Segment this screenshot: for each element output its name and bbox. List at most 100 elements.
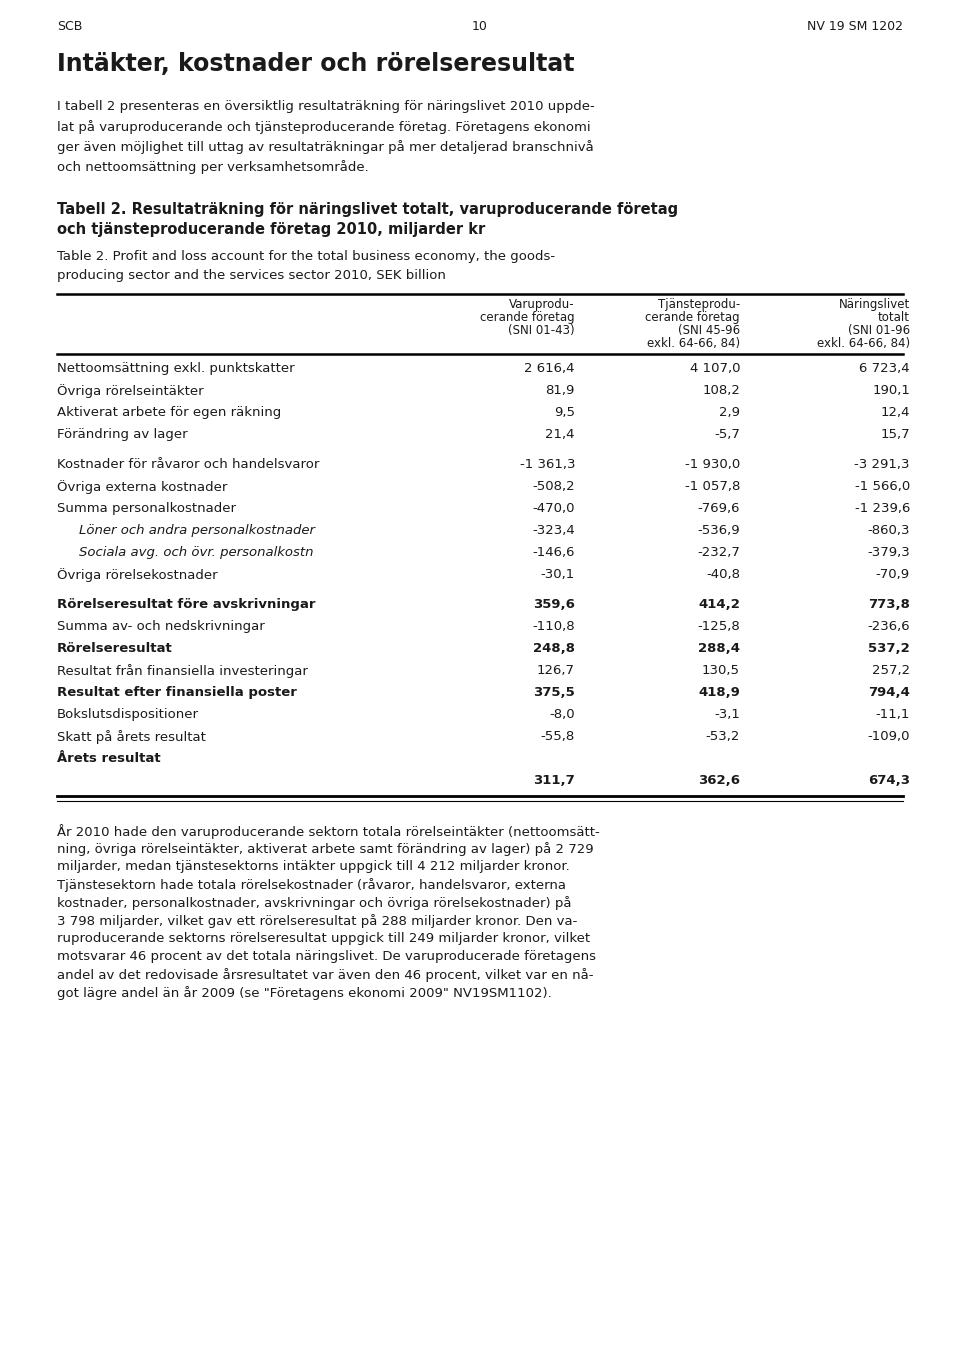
Text: motsvarar 46 procent av det totala näringslivet. De varuproducerade företagens: motsvarar 46 procent av det totala närin… xyxy=(57,951,596,963)
Text: 375,5: 375,5 xyxy=(533,686,575,699)
Text: Tjänstesektorn hade totala rörelsekostnader (råvaror, handelsvaror, externa: Tjänstesektorn hade totala rörelsekostna… xyxy=(57,879,566,892)
Text: och tjänsteproducerande företag 2010, miljarder kr: och tjänsteproducerande företag 2010, mi… xyxy=(57,221,485,238)
Text: 3 798 miljarder, vilket gav ett rörelseresultat på 288 miljarder kronor. Den va-: 3 798 miljarder, vilket gav ett rörelser… xyxy=(57,914,577,928)
Text: -1 930,0: -1 930,0 xyxy=(684,458,740,471)
Text: 537,2: 537,2 xyxy=(868,642,910,655)
Text: I tabell 2 presenteras en översiktlig resultaträkning för näringslivet 2010 uppd: I tabell 2 presenteras en översiktlig re… xyxy=(57,100,595,113)
Text: NV 19 SM 1202: NV 19 SM 1202 xyxy=(807,20,903,33)
Text: ruproducerande sektorns rörelseresultat uppgick till 249 miljarder kronor, vilke: ruproducerande sektorns rörelseresultat … xyxy=(57,932,590,945)
Text: -769,6: -769,6 xyxy=(698,502,740,515)
Text: Förändring av lager: Förändring av lager xyxy=(57,428,187,441)
Text: totalt: totalt xyxy=(878,311,910,325)
Text: -30,1: -30,1 xyxy=(540,568,575,581)
Text: Nettoomsättning exkl. punktskatter: Nettoomsättning exkl. punktskatter xyxy=(57,363,295,375)
Text: SCB: SCB xyxy=(57,20,83,33)
Text: ger även möjlighet till uttag av resultaträkningar på mer detaljerad branschnivå: ger även möjlighet till uttag av resulta… xyxy=(57,140,593,153)
Text: 21,4: 21,4 xyxy=(545,428,575,441)
Text: Övriga externa kostnader: Övriga externa kostnader xyxy=(57,479,228,494)
Text: Skatt på årets resultat: Skatt på årets resultat xyxy=(57,731,205,744)
Text: (SNI 01-96: (SNI 01-96 xyxy=(848,325,910,337)
Text: Varuprodu-: Varuprodu- xyxy=(510,297,575,311)
Text: -1 239,6: -1 239,6 xyxy=(854,502,910,515)
Text: -1 361,3: -1 361,3 xyxy=(519,458,575,471)
Text: och nettoomsättning per verksamhetsområde.: och nettoomsättning per verksamhetsområd… xyxy=(57,160,369,174)
Text: -109,0: -109,0 xyxy=(868,731,910,743)
Text: producing sector and the services sector 2010, SEK billion: producing sector and the services sector… xyxy=(57,269,445,282)
Text: exkl. 64-66, 84): exkl. 64-66, 84) xyxy=(817,337,910,350)
Text: Årets resultat: Årets resultat xyxy=(57,752,160,765)
Text: Summa av- och nedskrivningar: Summa av- och nedskrivningar xyxy=(57,621,265,633)
Text: 248,8: 248,8 xyxy=(533,642,575,655)
Text: Summa personalkostnader: Summa personalkostnader xyxy=(57,502,236,515)
Text: -860,3: -860,3 xyxy=(868,524,910,536)
Text: kostnader, personalkostnader, avskrivningar och övriga rörelsekostnader) på: kostnader, personalkostnader, avskrivnin… xyxy=(57,896,571,910)
Text: Table 2. Profit and loss account for the total business economy, the goods-: Table 2. Profit and loss account for the… xyxy=(57,250,555,263)
Text: Övriga rörelseintäkter: Övriga rörelseintäkter xyxy=(57,384,204,398)
Text: -40,8: -40,8 xyxy=(706,568,740,581)
Text: lat på varuproducerande och tjänsteproducerande företag. Företagens ekonomi: lat på varuproducerande och tjänsteprodu… xyxy=(57,120,590,134)
Text: got lägre andel än år 2009 (se "Företagens ekonomi 2009" NV19SM1102).: got lägre andel än år 2009 (se "Företage… xyxy=(57,986,552,999)
Text: 190,1: 190,1 xyxy=(872,384,910,397)
Text: 362,6: 362,6 xyxy=(698,774,740,788)
Text: -232,7: -232,7 xyxy=(697,546,740,559)
Text: 81,9: 81,9 xyxy=(545,384,575,397)
Text: -8,0: -8,0 xyxy=(549,708,575,721)
Text: -70,9: -70,9 xyxy=(876,568,910,581)
Text: Intäkter, kostnader och rörelseresultat: Intäkter, kostnader och rörelseresultat xyxy=(57,52,574,76)
Text: 2,9: 2,9 xyxy=(719,406,740,420)
Text: exkl. 64-66, 84): exkl. 64-66, 84) xyxy=(647,337,740,350)
Text: -1 566,0: -1 566,0 xyxy=(854,479,910,493)
Text: 794,4: 794,4 xyxy=(868,686,910,699)
Text: -3,1: -3,1 xyxy=(714,708,740,721)
Text: 15,7: 15,7 xyxy=(880,428,910,441)
Text: 773,8: 773,8 xyxy=(868,598,910,611)
Text: -55,8: -55,8 xyxy=(540,731,575,743)
Text: 311,7: 311,7 xyxy=(533,774,575,788)
Text: År 2010 hade den varuproducerande sektorn totala rörelseintäkter (nettoomsätt-: År 2010 hade den varuproducerande sektor… xyxy=(57,824,600,839)
Text: 108,2: 108,2 xyxy=(702,384,740,397)
Text: miljarder, medan tjänstesektorns intäkter uppgick till 4 212 miljarder kronor.: miljarder, medan tjänstesektorns intäkte… xyxy=(57,860,569,873)
Text: -323,4: -323,4 xyxy=(532,524,575,536)
Text: 2 616,4: 2 616,4 xyxy=(524,363,575,375)
Text: Tjänsteprodu-: Tjänsteprodu- xyxy=(658,297,740,311)
Text: -125,8: -125,8 xyxy=(697,621,740,633)
Text: Resultat från finansiella investeringar: Resultat från finansiella investeringar xyxy=(57,664,308,678)
Text: 414,2: 414,2 xyxy=(698,598,740,611)
Text: (SNI 01-43): (SNI 01-43) xyxy=(509,325,575,337)
Text: -536,9: -536,9 xyxy=(697,524,740,536)
Text: -508,2: -508,2 xyxy=(533,479,575,493)
Text: -146,6: -146,6 xyxy=(533,546,575,559)
Text: Rörelseresultat: Rörelseresultat xyxy=(57,642,173,655)
Text: -1 057,8: -1 057,8 xyxy=(684,479,740,493)
Text: -11,1: -11,1 xyxy=(876,708,910,721)
Text: -470,0: -470,0 xyxy=(533,502,575,515)
Text: 126,7: 126,7 xyxy=(537,664,575,678)
Text: Resultat efter finansiella poster: Resultat efter finansiella poster xyxy=(57,686,297,699)
Text: Aktiverat arbete för egen räkning: Aktiverat arbete för egen räkning xyxy=(57,406,281,420)
Text: Bokslutsdispositioner: Bokslutsdispositioner xyxy=(57,708,199,721)
Text: -3 291,3: -3 291,3 xyxy=(854,458,910,471)
Text: Kostnader för råvaror och handelsvaror: Kostnader för råvaror och handelsvaror xyxy=(57,458,320,471)
Text: 674,3: 674,3 xyxy=(868,774,910,788)
Text: cerande företag: cerande företag xyxy=(480,311,575,325)
Text: 10: 10 xyxy=(472,20,488,33)
Text: Löner och andra personalkostnader: Löner och andra personalkostnader xyxy=(79,524,315,536)
Text: Tabell 2. Resultaträkning för näringslivet totalt, varuproducerande företag: Tabell 2. Resultaträkning för näringsliv… xyxy=(57,202,678,217)
Text: cerande företag: cerande företag xyxy=(645,311,740,325)
Text: 418,9: 418,9 xyxy=(698,686,740,699)
Text: -53,2: -53,2 xyxy=(706,731,740,743)
Text: 6 723,4: 6 723,4 xyxy=(859,363,910,375)
Text: 9,5: 9,5 xyxy=(554,406,575,420)
Text: -110,8: -110,8 xyxy=(533,621,575,633)
Text: 288,4: 288,4 xyxy=(698,642,740,655)
Text: 130,5: 130,5 xyxy=(702,664,740,678)
Text: Sociala avg. och övr. personalkostn: Sociala avg. och övr. personalkostn xyxy=(79,546,314,559)
Text: 257,2: 257,2 xyxy=(872,664,910,678)
Text: Övriga rörelsekostnader: Övriga rörelsekostnader xyxy=(57,568,218,583)
Text: ning, övriga rörelseintäkter, aktiverat arbete samt förändring av lager) på 2 72: ning, övriga rörelseintäkter, aktiverat … xyxy=(57,842,593,856)
Text: andel av det redovisade årsresultatet var även den 46 procent, vilket var en nå-: andel av det redovisade årsresultatet va… xyxy=(57,968,593,982)
Text: Näringslivet: Näringslivet xyxy=(839,297,910,311)
Text: 4 107,0: 4 107,0 xyxy=(689,363,740,375)
Text: (SNI 45-96: (SNI 45-96 xyxy=(678,325,740,337)
Text: 12,4: 12,4 xyxy=(880,406,910,420)
